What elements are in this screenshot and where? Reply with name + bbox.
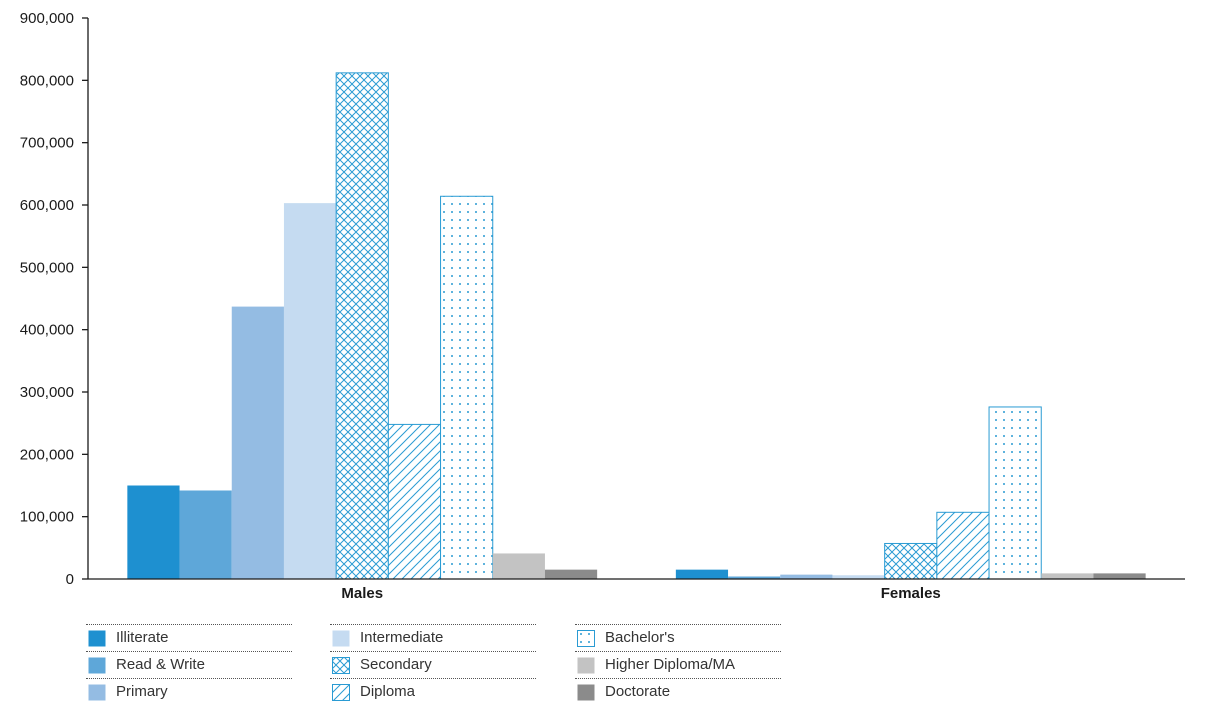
bars-group [127,72,1146,580]
legend-column: Intermediate Secondary Diploma [330,624,536,705]
legend-swatch [577,630,595,647]
legend-swatch [332,657,350,674]
legend-swatch [88,630,106,647]
legend-item: Illiterate [86,624,292,651]
bar-males-4 [335,72,389,580]
legend-swatch [577,657,595,674]
legend-swatch [88,684,106,701]
bar-males-1 [179,490,232,579]
legend-swatch [88,657,106,674]
legend-swatch [577,684,595,701]
bar-males-0 [127,485,180,579]
legend-label: Secondary [360,656,432,673]
x-category-label: Males [341,585,383,602]
bar-males-8 [544,569,598,579]
bar-females-3 [832,575,885,579]
legend-swatch [332,630,350,647]
y-tick-label: 600,000 [20,197,74,214]
bar-females-4 [884,542,938,580]
legend-column: Bachelor's Higher Diploma/MA Doctorate [575,624,781,705]
y-tick-label: 800,000 [20,72,74,89]
y-tick-label: 700,000 [20,135,74,152]
legend-label: Bachelor's [605,629,675,646]
bar-females-6 [988,406,1042,580]
bar-males-7 [492,553,545,579]
bar-males-5 [387,423,442,580]
y-tick-label: 400,000 [20,322,74,339]
legend-label: Intermediate [360,629,444,646]
y-tick-label: 500,000 [20,259,74,276]
y-tick-label: 300,000 [20,384,74,401]
legend-label: Doctorate [605,683,671,700]
legend-item: Read & Write [86,651,292,678]
y-tick-label: 200,000 [20,446,74,463]
y-tick-label: 100,000 [20,509,74,526]
legend-label: Higher Diploma/MA [605,656,736,673]
legend-item: Doctorate [575,678,781,705]
bar-males-2 [231,306,284,579]
bar-males-3 [283,203,337,579]
legend-item: Bachelor's [575,624,781,651]
bar-females-8 [1093,573,1146,579]
legend-label: Diploma [360,683,416,700]
bar-females-5 [936,511,990,580]
legend-label: Illiterate [116,629,169,646]
y-axis: 0 100,000 200,000 300,000 400,000 500,000 600,… [20,10,89,588]
bar-females-7 [1041,573,1094,579]
legend-item: Intermediate [330,624,536,651]
legend-item: Primary [86,678,292,705]
legend-label: Read & Write [116,656,205,673]
legend-item: Secondary [330,651,536,678]
bar-males-6 [440,195,494,580]
legend-item: Diploma [330,678,536,705]
x-category-label: Females [881,585,941,602]
bar-females-2 [780,574,833,579]
y-tick-label: 0 [66,571,74,588]
y-tick-label: 900,000 [20,10,74,27]
bar-females-1 [728,576,781,579]
legend-swatch [332,684,350,701]
legend-column: Illiterate Read & Write Primary [86,624,292,705]
bar-females-0 [675,569,729,579]
legend-item: Higher Diploma/MA [575,651,781,678]
legend-label: Primary [116,683,168,700]
x-axis: Males Females [88,578,1185,602]
